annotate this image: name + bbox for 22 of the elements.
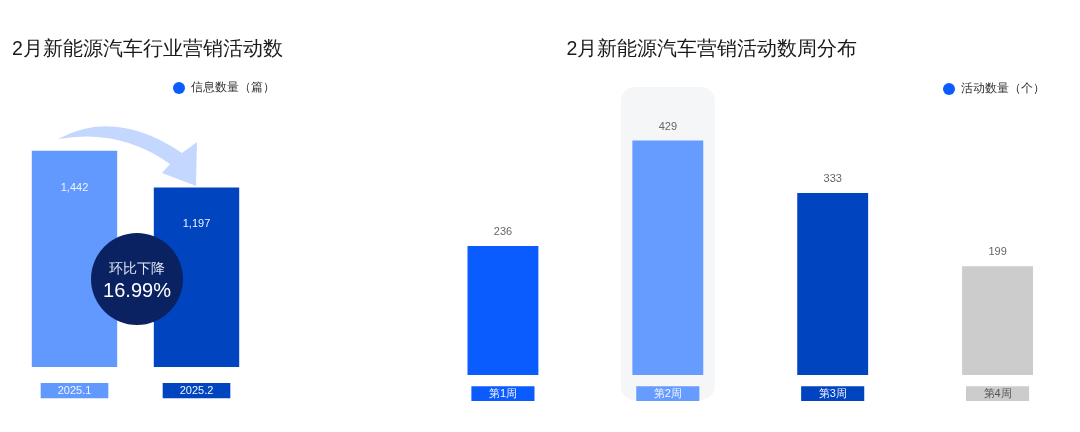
x-tick-label: 第4周 (983, 386, 1012, 399)
legend-label: 活动数量（个） (961, 81, 1045, 96)
data-label: 429 (658, 119, 677, 132)
bar (962, 266, 1034, 375)
x-tick-label: 2025.2 (179, 383, 214, 396)
x-tick-label: 2025.1 (57, 383, 92, 396)
data-label: 333 (823, 171, 842, 184)
x-tick-label: 第3周 (818, 386, 847, 399)
data-label: 199 (988, 245, 1007, 258)
chart-title: 2月新能源汽车行业营销活动数 (12, 37, 283, 60)
data-label: 236 (493, 225, 513, 238)
x-tick-label: 第1周 (488, 386, 517, 399)
chart-title: 2月新能源汽车营销活动数周分布 (566, 37, 858, 60)
annotation: 环比下降 (109, 260, 165, 277)
x-tick-label: 第2周 (653, 386, 682, 399)
text: 信息数量（篇） (191, 80, 275, 95)
bar (467, 245, 539, 375)
data-label: 1,197 (182, 217, 211, 230)
data-label: 1,442 (60, 180, 89, 193)
bar (632, 140, 704, 375)
bar (797, 192, 869, 375)
annotation: 16.99% (103, 279, 171, 301)
